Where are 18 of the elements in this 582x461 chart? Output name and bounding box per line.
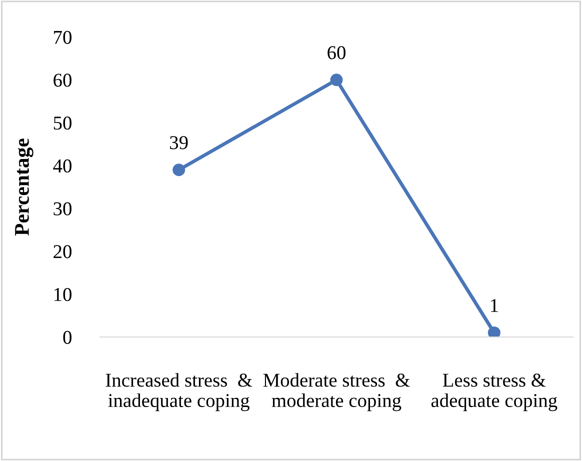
- data-label: 39: [170, 136, 188, 150]
- y-tick-label: 20: [54, 245, 72, 258]
- x-tick-label: Moderate stress & moderate coping: [263, 373, 410, 412]
- point: [172, 164, 186, 176]
- data-label: 60: [328, 46, 346, 60]
- y-tick-label: 10: [54, 288, 72, 302]
- point: [488, 326, 500, 337]
- y-tick-label: 70: [54, 30, 72, 44]
- y-tick-label: 60: [54, 74, 72, 87]
- x-tick-label: Increased stress & inadequate coping: [106, 373, 252, 412]
- point: [330, 74, 343, 86]
- y-tick-label: 30: [54, 202, 72, 216]
- y-tick-label: 40: [53, 159, 72, 173]
- y-axis-title: Percentage: [15, 138, 34, 236]
- data-label: 1: [491, 299, 498, 312]
- y-tick-label: 50: [54, 116, 72, 130]
- x-tick-label: Less stress & adequate coping: [431, 374, 558, 412]
- y-tick-label: 0: [63, 330, 72, 344]
